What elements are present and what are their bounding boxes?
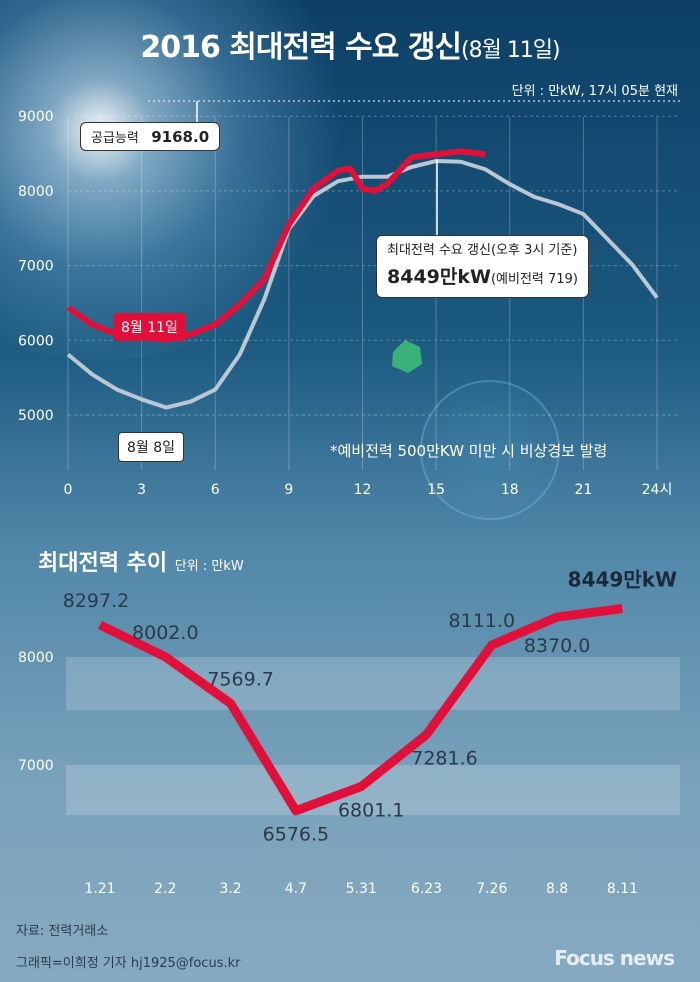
y-tick-label: 8000 (18, 184, 54, 200)
x-tick-label: 5.31 (346, 881, 377, 897)
trend-title: 최대전력 추이 단위 : 만kW (38, 545, 244, 577)
peak-callout: 최대전력 수요 갱신(오후 3시 기준) 8449만kW(예비전력 719) (376, 235, 589, 299)
data-label: 8002.0 (132, 622, 198, 644)
aug8-label: 8월 8일 (118, 432, 185, 462)
data-label: 6801.1 (338, 799, 404, 821)
source-note: 자료: 전력거래소 (16, 924, 109, 939)
y-tick-label: 9000 (18, 109, 54, 125)
x-tick-label: 0 (64, 482, 73, 498)
lens-flare (420, 380, 560, 520)
focus-news-logo: Focus news (554, 946, 675, 970)
x-tick-label: 18 (501, 482, 519, 498)
data-label: 8297.2 (63, 590, 129, 612)
x-tick-label: 1.21 (84, 881, 115, 897)
x-tick-label: 7.26 (476, 881, 507, 897)
peak-reserve: (예비전력 719) (490, 271, 578, 287)
band (66, 657, 680, 710)
unit-note: 단위 : 만kW, 17시 05분 현재 (511, 84, 678, 99)
trend-title-text: 최대전력 추이 (38, 551, 168, 576)
peak-value: 8449만kW (387, 265, 491, 288)
x-tick-label: 2.2 (154, 881, 176, 897)
data-label: 8370.0 (524, 635, 590, 657)
data-label: 8111.0 (449, 610, 515, 632)
page-title: 2016 최대전력 수요 갱신(8월 11일) (0, 22, 700, 66)
supply-label: 공급능력 (91, 131, 139, 146)
data-label: 6576.5 (263, 824, 329, 846)
x-tick-label: 12 (354, 482, 372, 498)
x-tick-label: 6 (211, 482, 220, 498)
aug11-label: 8월 11일 (113, 313, 186, 341)
y-tick-label: 7000 (18, 259, 54, 275)
data-label: 7569.7 (207, 668, 273, 690)
x-tick-label: 21 (574, 482, 592, 498)
supply-value: 9168.0 (151, 128, 210, 146)
x-tick-label: 9 (284, 482, 293, 498)
trend-unit: 단위 : 만kW (174, 559, 244, 574)
y-tick-label: 8000 (18, 650, 54, 666)
x-tick-label: 4.7 (285, 881, 307, 897)
title-sub: (8월 11일) (461, 38, 561, 63)
y-tick-label: 7000 (18, 758, 54, 774)
credit-note: 그래픽=이희정 기자 hj1925@focus.kr (16, 956, 241, 971)
title-main: 2016 최대전력 수요 갱신 (140, 30, 462, 65)
data-label: 7281.6 (411, 748, 477, 770)
x-tick-label: 3 (137, 482, 146, 498)
x-tick-label: 15 (427, 482, 445, 498)
hexagon-decoration (392, 340, 422, 373)
x-tick-label: 8.8 (546, 881, 568, 897)
x-tick-label: 6.23 (411, 881, 442, 897)
supply-callout: 공급능력 9168.0 (80, 122, 221, 151)
y-tick-label: 6000 (18, 333, 54, 349)
warning-note: *예비전력 500만KW 미만 시 비상경보 발령 (330, 442, 608, 460)
x-tick-label: 24시 (642, 482, 673, 498)
y-tick-label: 5000 (18, 408, 54, 424)
peak-label: 최대전력 수요 갱신(오후 3시 기준) (387, 243, 578, 258)
daily-load-chart: 5000 6000 7000 8000 9000 0 3 6 9 12 15 18 21 24시 (18, 109, 673, 498)
data-label: 8449만kW (568, 568, 677, 592)
x-tick-label: 3.2 (219, 881, 241, 897)
x-tick-label: 8.11 (607, 881, 638, 897)
